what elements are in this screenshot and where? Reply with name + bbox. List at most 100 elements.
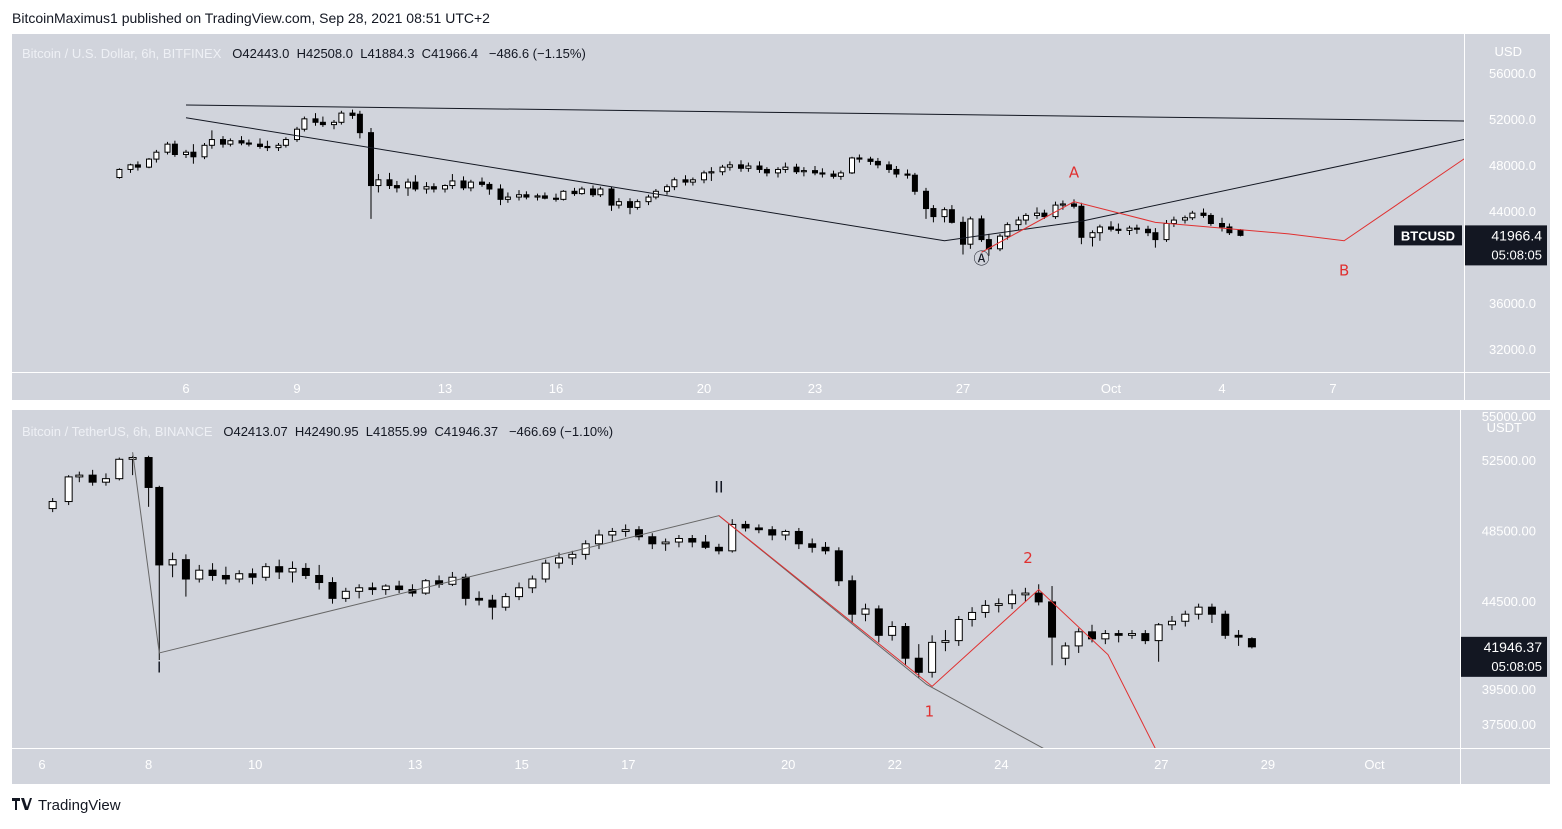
btcusdt-price-axis [1461, 410, 1550, 748]
btcusd-candle-bull [664, 186, 670, 192]
btcusdt-candle-bull [1074, 631, 1083, 647]
btcusd-candle-bull [1034, 212, 1040, 216]
btcusd-candle-bear [479, 181, 485, 185]
btcusd-candle-bear [171, 143, 178, 156]
btcusd-candle-bear [1041, 212, 1048, 218]
btcusdt-candle-bull [728, 523, 737, 552]
btcusdt-x-tick-label: 27 [1154, 757, 1168, 772]
btcusd-candle-bear [356, 113, 363, 134]
btcusdt-pair-label: Bitcoin / TetherUS, 6h, BINANCE [22, 424, 213, 439]
btcusdt-candle-bull [1154, 624, 1163, 642]
btcusd-candle-bear [257, 143, 263, 147]
btcusd-candle-bear [793, 166, 800, 173]
btcusdt-x-tick-label: 29 [1261, 757, 1275, 772]
btcusd-candle-bear [608, 188, 615, 206]
btcusd-candle-bear [220, 139, 226, 145]
btcusd-price-axis [1465, 34, 1550, 372]
btcusd-x-tick-label: 23 [808, 381, 822, 396]
btcusdt-countdown: 05:08:05 [1491, 659, 1542, 674]
btcusdt-close: 41946.37 [443, 424, 499, 439]
btcusdt-wave-label: II [714, 478, 723, 497]
btcusdt-x-tick-label: Oct [1364, 757, 1385, 772]
btcusdt-candle-bull [555, 557, 564, 564]
btcusd-x-tick-label: 27 [956, 381, 970, 396]
btcusdt-candle-bear [634, 529, 643, 538]
btcusdt-candle-bull [1021, 592, 1030, 596]
btcusdt-candle-bear [834, 550, 843, 582]
btcusdt-wave-label: I [157, 658, 161, 676]
btcusd-y-tick-label: 56000.0 [1489, 66, 1536, 81]
btcusdt-candle-bull [608, 530, 617, 536]
btcusd-candle-bear [349, 112, 356, 116]
btcusdt-y-tick-label: 44500.00 [1482, 594, 1536, 609]
btcusdt-chart-pane[interactable]: 55000.00 52500.00 48500.00 44500.00 39500.00… [12, 410, 1550, 784]
btcusd-chart-svg[interactable]: 56000.052000.048000.044000.040000.036000… [12, 34, 1550, 400]
btcusdt-candle-bull [594, 534, 603, 545]
btcusdt-chart-svg[interactable]: 55000.00 52500.00 48500.00 44500.00 39500.00… [12, 410, 1550, 784]
btcusd-candle-bull [800, 170, 807, 173]
btcusdt-change: −466.69 (−1.10%) [508, 424, 614, 439]
btcusd-candle-bear [412, 181, 419, 190]
btcusdt-candle-bear [221, 574, 230, 580]
btcusdt-candle-bull [994, 603, 1003, 606]
btcusd-open: 42443.0 [242, 46, 290, 61]
btcusd-candle-bull [1015, 219, 1022, 226]
btcusdt-candle-bear [1088, 631, 1097, 640]
btcusd-pair-label: Bitcoin / U.S. Dollar, 6h, BITFINEX [22, 46, 222, 61]
btcusd-candle-bear [1108, 226, 1114, 230]
btcusdt-x-tick-label: 8 [145, 757, 152, 772]
btcusdt-candle-bear [395, 585, 404, 591]
btcusd-candle-bull [294, 128, 300, 141]
btcusdt-candle-bear [1234, 634, 1243, 638]
btcusdt-candle-bear [488, 599, 497, 608]
btcusdt-candle-bull [674, 538, 683, 543]
btcusdt-wave-label: 2 [1023, 549, 1033, 567]
footer-brand[interactable]: TradingView [12, 797, 121, 814]
btcusd-candle-bear [867, 158, 874, 162]
btcusd-candle-bull [301, 118, 308, 130]
btcusd-x-tick-label: 16 [549, 381, 563, 396]
btcusd-candle-bear [830, 173, 837, 177]
btcusd-candle-bear [763, 168, 770, 174]
btcusd-candle-bull [597, 188, 604, 196]
btcusdt-candle-bull [341, 590, 350, 599]
btcusd-candle-bull [164, 143, 171, 153]
btcusd-candle-bull [201, 144, 208, 158]
btcusdt-candle-bear [701, 541, 710, 548]
btcusdt-candle-bull [101, 478, 110, 483]
btcusdt-x-tick-label: 15 [514, 757, 528, 772]
btcusdt-candle-bear [808, 543, 817, 548]
btcusd-candle-bear [590, 188, 596, 196]
btcusdt-x-tick-label: 13 [408, 757, 422, 772]
btcusd-candle-bear [523, 194, 530, 198]
btcusdt-candle-bear [714, 546, 723, 552]
btcusdt-candle-bull [355, 587, 364, 592]
btcusd-candle-bull [671, 179, 678, 188]
btcusd-axis-corner [1465, 373, 1550, 400]
btcusd-candle-bear [904, 173, 911, 176]
btcusd-candle-bull [275, 144, 282, 149]
btcusdt-candle-bull [621, 529, 630, 532]
btcusdt-candle-bear [461, 576, 470, 599]
btcusdt-time-axis [12, 749, 1460, 784]
btcusd-candle-bull [504, 196, 511, 200]
btcusdt-candle-bull [928, 641, 937, 673]
btcusd-candle-bull [1089, 232, 1096, 238]
btcusdt-candle-bull [1127, 633, 1136, 636]
btcusdt-candle-bear [328, 582, 337, 599]
btcusd-candle-bull [1022, 214, 1029, 221]
btcusdt-candle-bear [794, 530, 803, 545]
btcusd-chart-pane[interactable]: 56000.052000.048000.044000.040000.036000… [12, 34, 1550, 400]
btcusd-candle-bear [1152, 232, 1159, 241]
btcusdt-y-tick-label: 48500.00 [1482, 523, 1536, 538]
btcusdt-candle-bull [968, 611, 977, 620]
btcusdt-y-tick-label: 37500.00 [1482, 717, 1536, 732]
btcusdt-candle-bull [981, 604, 990, 613]
btcusd-candle-bear [553, 197, 559, 200]
btcusd-last-price: 41966.4 [1491, 227, 1542, 243]
btcusdt-candle-bear [208, 569, 217, 576]
btcusdt-candle-bull [1008, 594, 1017, 605]
btcusd-candle-bear [1226, 226, 1233, 234]
btcusdt-candle-bear [914, 657, 923, 673]
btcusd-candle-bear [571, 190, 578, 195]
